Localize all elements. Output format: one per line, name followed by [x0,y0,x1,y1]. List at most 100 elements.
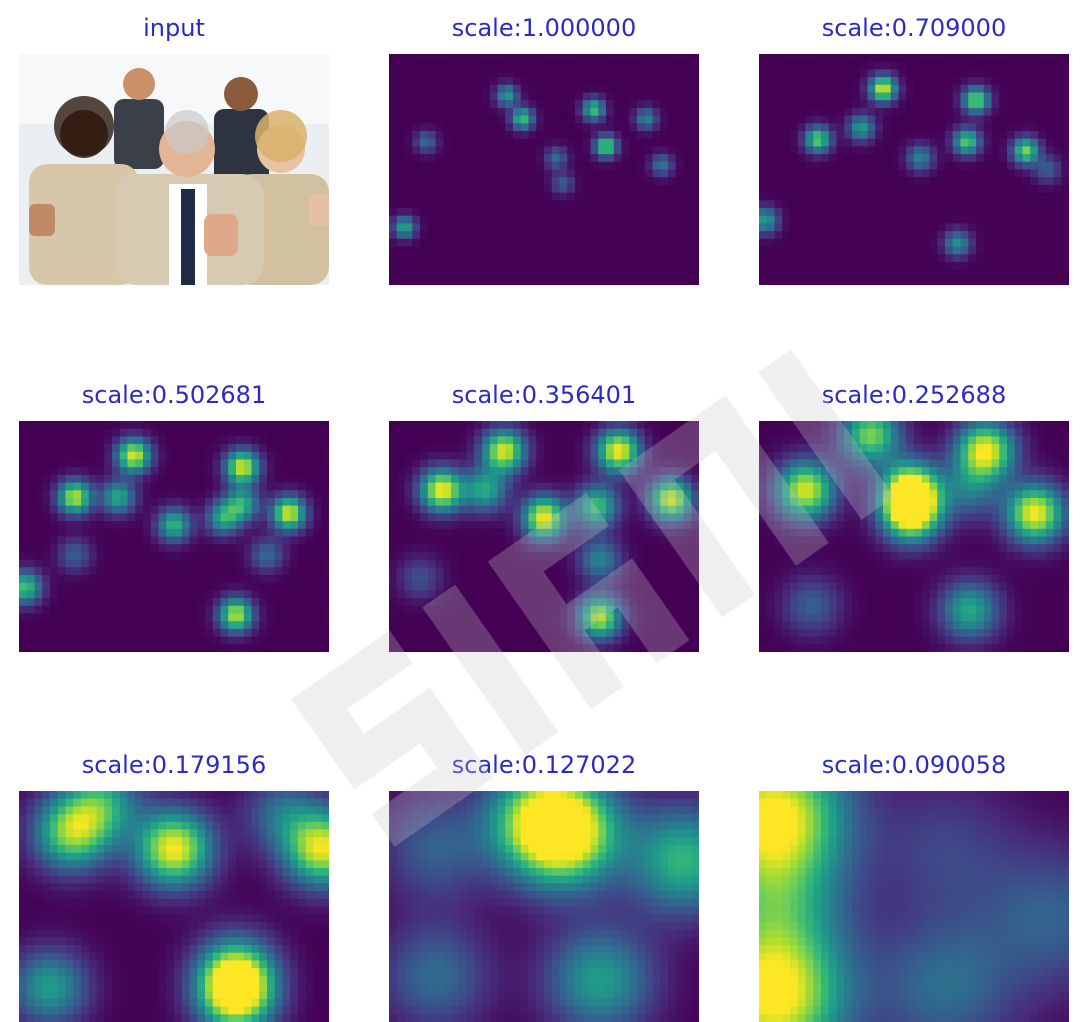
heatmap-cell [860,200,868,208]
heatmap-cell [782,162,790,170]
heatmap-cell [668,490,676,498]
heatmap-cell [205,467,213,475]
heatmap-cell [513,69,521,77]
heatmap-cell [591,467,599,475]
heatmap-cell [112,544,120,552]
heatmap-cell [505,444,513,452]
heatmap-cell [50,544,58,552]
heatmap-cell [443,262,451,270]
heatmap-cell [1054,108,1062,116]
heatmap-cell [159,544,167,552]
heatmap-cell [213,583,221,591]
heatmap-cell [397,131,405,139]
heatmap-cell [691,108,699,116]
heatmap-cell [505,452,513,460]
heatmap-cell [961,223,969,231]
heatmap-cell [536,54,544,62]
heatmap-cell [389,498,397,506]
heatmap-cell [259,583,267,591]
heatmap-cell [482,629,490,637]
heatmap-cell [829,146,837,154]
heatmap-cell [775,54,783,62]
heatmap-cell [120,583,128,591]
heatmap-cell [1023,185,1031,193]
heatmap-cell [112,629,120,637]
heatmap-cell [420,77,428,85]
heatmap-cell [544,262,552,270]
heatmap-cell [598,77,606,85]
heatmap-cell [412,69,420,77]
heatmap-cell [459,93,467,101]
heatmap-cell [236,513,244,521]
heatmap-cell [19,575,27,583]
heatmap-cell [676,483,684,491]
heatmap-cell [405,77,413,85]
heatmap-cell [691,644,699,652]
heatmap-cell [961,208,969,216]
heatmap-cell [513,498,521,506]
heatmap-cell [73,598,81,606]
heatmap-cell [513,567,521,575]
heatmap-cell [660,270,668,278]
heatmap-cell [922,421,930,429]
heatmap-cell [112,583,120,591]
heatmap-cell [143,583,151,591]
heatmap-cell [899,239,907,247]
heatmap-cell [283,583,291,591]
heatmap-cell [1038,421,1046,429]
heatmap-cell [50,560,58,568]
heatmap-cell [443,460,451,468]
heatmap-cell [813,62,821,70]
heatmap-cell [1046,231,1054,239]
heatmap-cell [945,247,953,255]
heatmap-cell [529,483,537,491]
heatmap-cell [213,452,221,460]
heatmap-cell [560,100,568,108]
heatmap-cell [976,277,984,285]
heatmap-cell [837,177,845,185]
heatmap-cell [676,85,684,93]
heatmap-cell [112,567,120,575]
heatmap-cell [536,490,544,498]
heatmap-cell [73,467,81,475]
heatmap-cell [676,131,684,139]
heatmap-cell [1038,277,1046,285]
heatmap-cell [544,170,552,178]
heatmap-cell [899,185,907,193]
panel-scale-1: scale:1.000000 [389,8,699,285]
heatmap-cell [575,131,583,139]
heatmap-cell [591,436,599,444]
heatmap-cell [614,621,622,629]
heatmap-cell [97,444,105,452]
heatmap-cell [213,513,221,521]
heatmap-cell [436,598,444,606]
heatmap-cell [135,583,143,591]
heatmap-cell [583,498,591,506]
heatmap-cell [228,452,236,460]
heatmap-cell [428,575,436,583]
heatmap-cell [306,637,314,645]
heatmap-cell [676,567,684,575]
heatmap-cell [606,452,614,460]
heatmap-cell [27,483,35,491]
heatmap-cell [930,177,938,185]
heatmap-cell [645,177,653,185]
heatmap-cell [684,231,692,239]
heatmap-cell [1061,200,1069,208]
heatmap-cell [552,614,560,622]
heatmap-cell [560,537,568,545]
heatmap-cell [567,208,575,216]
heatmap-cell [283,421,291,429]
heatmap-cell [521,100,529,108]
heatmap-cell [653,614,661,622]
heatmap-cell [397,498,405,506]
heatmap-cell [259,560,267,568]
heatmap-cell [482,223,490,231]
heatmap-cell [490,62,498,70]
heatmap-cell [397,606,405,614]
heatmap-cell [490,108,498,116]
heatmap-cell [614,444,622,452]
heatmap-cell [420,254,428,262]
heatmap-cell [467,154,475,162]
heatmap-cell [1007,231,1015,239]
